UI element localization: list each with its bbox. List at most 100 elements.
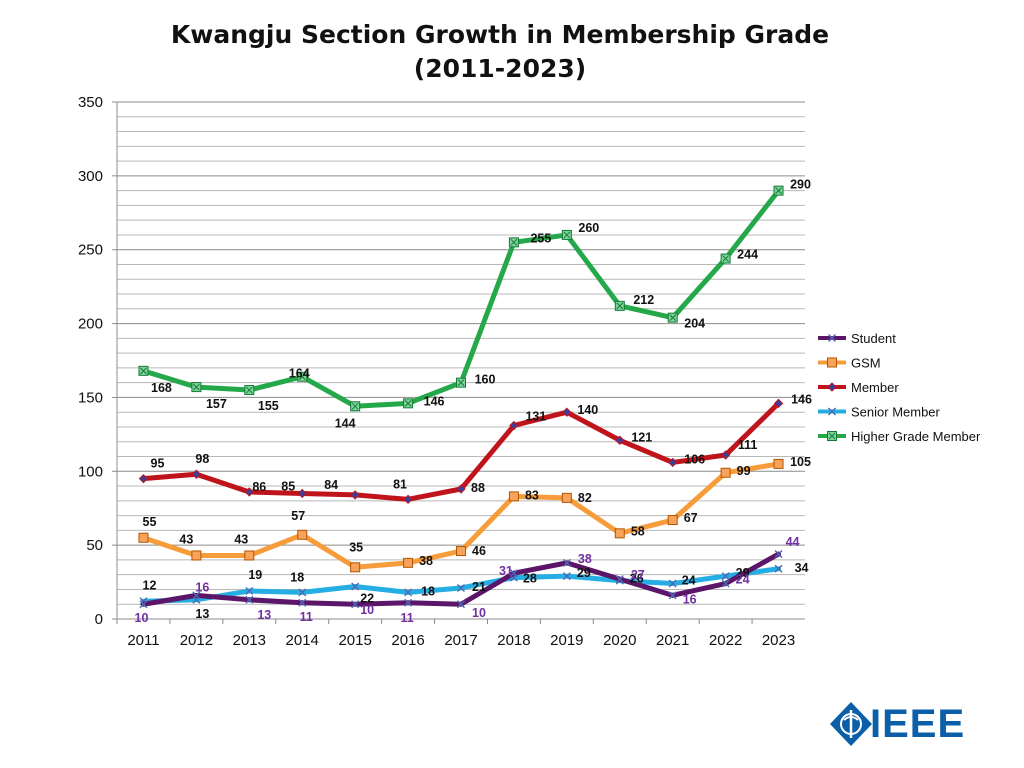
student-data-label: 10 bbox=[360, 603, 374, 617]
student-marker bbox=[562, 558, 571, 567]
higher-grade-member-data-label: 164 bbox=[289, 367, 310, 381]
legend-item-senior-member: Senior Member bbox=[818, 405, 941, 420]
line-chart: 0 50 100 150 200 250 300 350 2011 2012 2013 2014 201… bbox=[78, 94, 981, 649]
gsm-data-label: 57 bbox=[291, 509, 305, 523]
higher-grade-member-data-label: 204 bbox=[684, 317, 705, 331]
member-data-label: 85 bbox=[281, 479, 295, 493]
member-marker bbox=[244, 487, 255, 497]
higher-grade-member-data-label: 155 bbox=[258, 399, 279, 413]
student-data-label: 44 bbox=[786, 535, 800, 549]
y-tick-label: 100 bbox=[78, 463, 103, 480]
gsm-marker bbox=[720, 467, 731, 478]
member-data-label: 140 bbox=[577, 403, 598, 417]
senior-member-data-label: 19 bbox=[248, 568, 262, 582]
student-data-label: 10 bbox=[135, 611, 149, 625]
member-data-label: 146 bbox=[791, 392, 812, 406]
student-data-label: 10 bbox=[472, 606, 486, 620]
higher-grade-member-marker bbox=[720, 253, 731, 264]
member-marker bbox=[138, 473, 149, 484]
senior-member-data-label: 22 bbox=[360, 592, 374, 606]
senior-member-data-label: 18 bbox=[290, 570, 304, 584]
gsm-data-label: 46 bbox=[472, 544, 486, 558]
senior-member-marker bbox=[298, 588, 307, 597]
gridlines bbox=[117, 101, 805, 620]
student-marker bbox=[457, 600, 465, 609]
higher-grade-member-data-label: 244 bbox=[737, 248, 758, 262]
senior-member-data-label: 21 bbox=[472, 580, 486, 594]
student-marker bbox=[615, 575, 624, 584]
senior-member-marker bbox=[721, 572, 730, 581]
x-tick-label: 2012 bbox=[180, 632, 213, 649]
gsm-marker bbox=[773, 458, 784, 469]
higher-grade-member-line bbox=[140, 188, 782, 409]
legend: Student GSM Member Senior Member Higher Grad… bbox=[818, 331, 981, 444]
x-tick-label: 2014 bbox=[286, 632, 319, 649]
higher-grade-member-marker bbox=[561, 229, 572, 240]
legend-item-member: Member bbox=[818, 380, 899, 395]
student-data-label: 16 bbox=[195, 580, 209, 594]
senior-member-data-label: 29 bbox=[577, 566, 591, 580]
legend-label: Student bbox=[851, 331, 896, 346]
legend-item-student: Student bbox=[818, 331, 896, 346]
member-data-label: 121 bbox=[631, 430, 652, 444]
chart-title: Kwangju Section Growth in Membership Gra… bbox=[0, 18, 1000, 86]
gsm-data-label: 67 bbox=[684, 511, 698, 525]
member-marker bbox=[456, 484, 466, 494]
student-data-label: 38 bbox=[578, 552, 592, 566]
student-data-label: 13 bbox=[257, 608, 271, 622]
senior-member-data-label: 13 bbox=[195, 607, 209, 621]
gsm-marker bbox=[508, 491, 519, 502]
member-data-label: 84 bbox=[324, 478, 338, 492]
y-tick-label: 150 bbox=[78, 389, 103, 406]
member-data-label: 95 bbox=[151, 457, 165, 471]
gsm-data-label: 82 bbox=[578, 491, 592, 505]
senior-member-data-label: 26 bbox=[630, 572, 644, 586]
member-marker bbox=[667, 457, 678, 468]
higher-grade-member-data-label: 290 bbox=[790, 178, 811, 192]
chart-title-line1: Kwangju Section Growth in Membership Gra… bbox=[170, 20, 830, 49]
member-marker bbox=[562, 407, 572, 417]
x-tick-label: 2011 bbox=[127, 632, 159, 649]
ieee-logo-text: IEEE bbox=[870, 702, 966, 746]
senior-member-marker bbox=[562, 572, 571, 581]
gsm-data-label: 55 bbox=[143, 515, 157, 529]
y-tick-label: 50 bbox=[86, 537, 103, 554]
senior-member-data-label: 34 bbox=[795, 561, 809, 575]
student-marker bbox=[721, 579, 730, 588]
x-tick-label: 2017 bbox=[444, 632, 477, 649]
member-marker bbox=[720, 450, 731, 460]
higher-grade-member-data-label: 168 bbox=[151, 381, 172, 395]
higher-grade-member-marker bbox=[297, 371, 308, 382]
y-tick-label: 350 bbox=[78, 94, 103, 111]
senior-member-marker bbox=[351, 582, 360, 591]
member-marker bbox=[615, 435, 625, 445]
gsm-data-label: 99 bbox=[737, 464, 751, 478]
higher-grade-member-data-label: 212 bbox=[633, 293, 654, 307]
higher-grade-member-data-label: 157 bbox=[206, 397, 227, 411]
member-data-label: 81 bbox=[393, 477, 407, 491]
student-data-label: 11 bbox=[400, 611, 413, 625]
senior-member-marker bbox=[828, 407, 836, 416]
gsm-marker bbox=[827, 357, 837, 368]
x-tick-label: 2023 bbox=[762, 632, 795, 649]
higher-grade-member-marker bbox=[244, 385, 255, 396]
higher-grade-member-marker bbox=[614, 300, 625, 311]
gsm-marker bbox=[561, 492, 572, 503]
member-marker bbox=[191, 469, 202, 479]
series-higher-grade-member bbox=[138, 185, 784, 412]
y-tick-label: 250 bbox=[78, 242, 103, 259]
x-tick-label: 2021 bbox=[656, 632, 689, 649]
higher-grade-member-marker bbox=[827, 431, 837, 441]
higher-grade-member-data-label: 146 bbox=[424, 394, 445, 408]
x-tick-label: 2022 bbox=[709, 632, 742, 649]
x-tick-label: 2016 bbox=[391, 632, 424, 649]
student-data-label: 24 bbox=[736, 573, 750, 587]
y-tick-label: 200 bbox=[78, 316, 103, 333]
senior-member-data-label: 29 bbox=[736, 566, 750, 580]
series-gsm bbox=[138, 458, 784, 573]
member-marker bbox=[509, 420, 519, 431]
member-data-label: 111 bbox=[738, 438, 758, 452]
member-marker bbox=[350, 490, 360, 500]
legend-label: Higher Grade Member bbox=[851, 429, 981, 444]
legend-label: Senior Member bbox=[851, 405, 941, 420]
